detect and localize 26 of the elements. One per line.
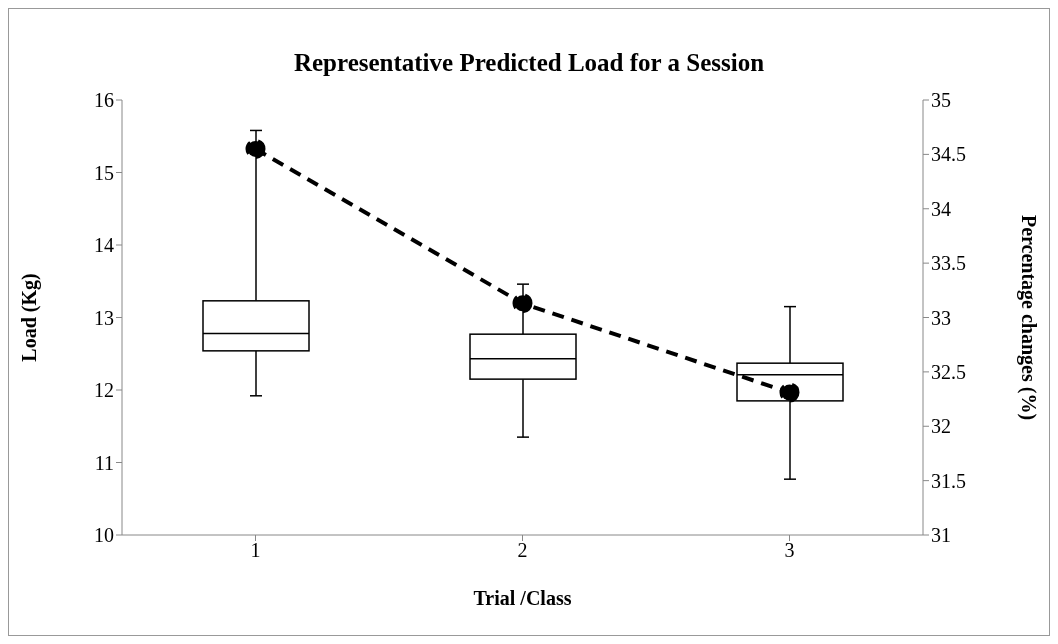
y2-tick-label: 31 <box>931 524 951 547</box>
y2-tick-label: 32.5 <box>931 360 966 383</box>
y2-tick-label: 33.5 <box>931 252 966 275</box>
y-tick-label: 16 <box>94 89 114 112</box>
y2-tick-label: 34.5 <box>931 143 966 166</box>
point <box>779 382 800 403</box>
x-tick-label: 2 <box>517 539 528 562</box>
y-tick-label: 13 <box>94 306 114 329</box>
y-axis-title: Load (Kg) <box>18 273 42 362</box>
y2-tick-label: 33 <box>931 306 951 329</box>
y-tick-label: 15 <box>94 161 114 184</box>
point <box>512 293 533 314</box>
y2-tick-label: 32 <box>931 415 951 438</box>
chart-title: Representative Predicted Load for a Session <box>292 49 766 77</box>
y-tick-label: 14 <box>94 234 114 257</box>
x-axis-title: Trial /Class <box>473 587 572 609</box>
y2-tick-label: 31.5 <box>931 469 966 492</box>
y-tick-label: 12 <box>94 379 114 402</box>
y2-axis-title: Percentage changes (%) <box>1016 214 1040 421</box>
x-tick-label: 3 <box>784 539 795 562</box>
y-tick-label: 11 <box>94 451 114 474</box>
point <box>245 138 266 159</box>
y2-tick-label: 34 <box>931 197 951 220</box>
y2-tick-label: 35 <box>931 89 951 112</box>
y-tick-label: 10 <box>94 524 114 547</box>
x-tick-label: 1 <box>250 539 261 562</box>
